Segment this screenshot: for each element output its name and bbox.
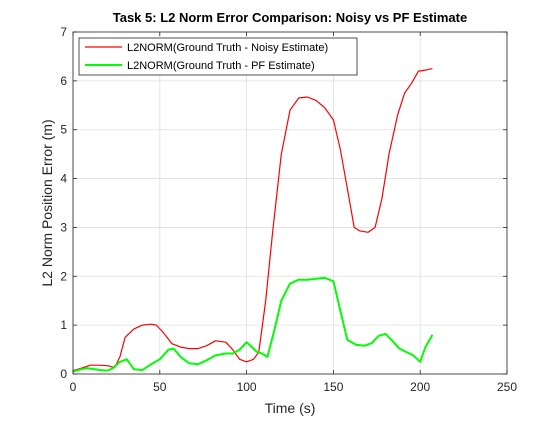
chart-title: Task 5: L2 Norm Error Comparison: Noisy … xyxy=(113,10,467,25)
x-tick-label: 50 xyxy=(153,380,167,394)
axes-box xyxy=(72,31,508,375)
x-axis-label: Time (s) xyxy=(265,400,316,416)
y-axis-label: L2 Norm Position Error (m) xyxy=(39,119,55,286)
x-tick-label: 200 xyxy=(410,380,430,394)
x-tick-label: 0 xyxy=(70,380,77,394)
y-tick-label: 2 xyxy=(60,269,67,283)
legend-label-pf: L2NORM(Ground Truth - PF Estimate) xyxy=(127,60,315,72)
y-tick-label: 1 xyxy=(60,318,67,332)
series-layer xyxy=(72,68,434,373)
y-tick-label: 6 xyxy=(60,74,67,88)
y-tick-label: 4 xyxy=(60,172,67,186)
series-line-pf xyxy=(72,276,434,373)
y-tick-label: 3 xyxy=(60,220,67,234)
legend-box xyxy=(78,37,358,76)
legend-label-noisy: L2NORM(Ground Truth - Noisy Estimate) xyxy=(127,42,328,54)
y-tick-label: 0 xyxy=(60,367,67,381)
y-tick-label: 7 xyxy=(60,25,67,39)
legend: L2NORM(Ground Truth - Noisy Estimate) L2… xyxy=(78,37,358,76)
x-tick-label: 250 xyxy=(497,380,517,394)
series-line-noisy xyxy=(72,68,433,372)
ticks: 0 50 100 150 200 250 0 1 2 3 4 5 6 7 xyxy=(60,25,517,394)
x-tick-label: 150 xyxy=(323,380,343,394)
y-tick-label: 5 xyxy=(60,123,67,137)
x-tick-label: 100 xyxy=(237,380,257,394)
